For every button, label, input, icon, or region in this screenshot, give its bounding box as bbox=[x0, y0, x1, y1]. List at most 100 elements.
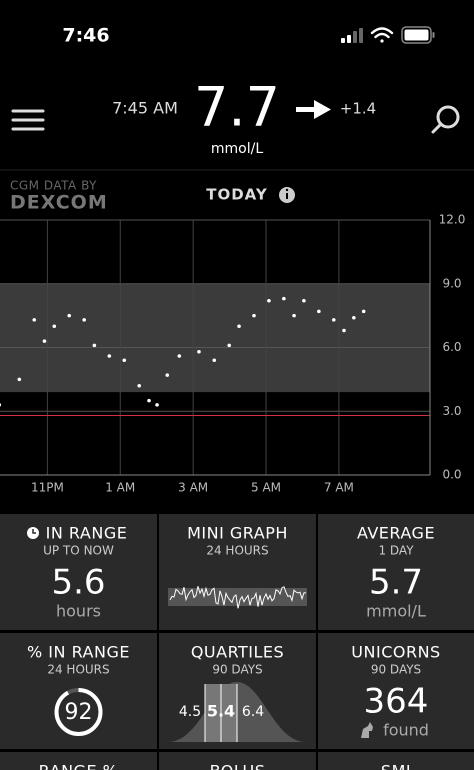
tile-unit: hours bbox=[56, 602, 101, 621]
ring-progress bbox=[54, 688, 103, 736]
glucose-unit: mmol/L bbox=[211, 141, 263, 157]
signal-icon bbox=[341, 28, 363, 43]
tile-value: 5.7 bbox=[369, 563, 423, 603]
tile-background bbox=[318, 633, 474, 749]
tile[interactable]: SMI bbox=[318, 752, 474, 770]
q1-label: 4.5 bbox=[179, 704, 201, 720]
reading-dot bbox=[52, 324, 57, 329]
reading-dot bbox=[352, 315, 356, 320]
tile-subtitle: 1 DAY bbox=[378, 544, 414, 558]
reading-dot bbox=[82, 318, 86, 322]
tile-subtitle: 90 DAYS bbox=[212, 663, 262, 677]
y-tick-label: 9.0 bbox=[442, 276, 461, 290]
tile-background bbox=[0, 752, 157, 770]
reading-dot bbox=[292, 313, 296, 318]
tile-title: MINI GRAPH bbox=[187, 524, 288, 543]
tile-title: AVERAGE bbox=[357, 524, 435, 543]
reading-dot bbox=[92, 343, 97, 348]
reading-dot bbox=[122, 358, 127, 363]
tile-value: 364 bbox=[364, 682, 429, 722]
x-tick-label: 3 AM bbox=[178, 481, 208, 495]
chart-title: TODAY bbox=[206, 186, 268, 204]
tile-title: BOLUS bbox=[210, 762, 266, 770]
reading-dot bbox=[32, 318, 37, 322]
tile-subtitle: 90 DAYS bbox=[371, 663, 421, 677]
tile-background bbox=[318, 752, 474, 770]
reading-dot bbox=[331, 318, 336, 322]
x-tick-label: 5 AM bbox=[251, 481, 281, 495]
trend-arrow bbox=[296, 100, 331, 119]
delta: +1.4 bbox=[340, 100, 376, 118]
y-tick-label: 12.0 bbox=[439, 213, 466, 227]
reading-dot bbox=[155, 403, 159, 407]
battery-icon bbox=[401, 26, 435, 44]
clock-hands bbox=[32, 529, 36, 534]
reading-dot bbox=[252, 313, 256, 318]
tile-title: IN RANGE bbox=[46, 524, 128, 543]
glucose-value: 7.7 bbox=[194, 76, 280, 139]
tile-background bbox=[0, 514, 157, 630]
tile-title: RANGE % bbox=[39, 762, 119, 770]
reading-dot bbox=[317, 309, 321, 314]
target-band bbox=[0, 283, 430, 393]
tile-background bbox=[159, 514, 316, 630]
menu-button[interactable] bbox=[11, 109, 45, 131]
reading-dot bbox=[165, 373, 170, 377]
reading-dot bbox=[227, 343, 232, 348]
tile-unit: mmol/L bbox=[366, 602, 426, 621]
reading-dot bbox=[212, 358, 217, 363]
plot: 0.0 3.0 6.0 9.0 12.0 11PM 1 AM 3 AM 5 AM 7 AM bbox=[0, 213, 465, 495]
reading-dot bbox=[17, 377, 22, 382]
reading-dot bbox=[67, 313, 72, 318]
x-tick-label: 7 AM bbox=[324, 481, 354, 495]
unicorn-icon bbox=[361, 722, 373, 738]
info-icon[interactable] bbox=[279, 187, 295, 203]
reading-dot bbox=[267, 298, 271, 303]
tile-title: % IN RANGE bbox=[27, 643, 130, 662]
tile-subtitle: UP TO NOW bbox=[43, 544, 114, 558]
tile[interactable]: BOLUS bbox=[159, 752, 316, 770]
source-brand: DEXCOM bbox=[10, 192, 108, 214]
tile[interactable]: RANGE % bbox=[0, 752, 157, 770]
tile-background bbox=[318, 514, 474, 630]
tile-value: 5.6 bbox=[51, 563, 105, 603]
reading-dot bbox=[237, 324, 241, 329]
wifi-icon bbox=[370, 27, 394, 43]
reading-dot bbox=[177, 354, 182, 358]
reading-dot bbox=[302, 298, 306, 303]
reading-dot bbox=[197, 349, 201, 354]
clock: 7:46 bbox=[62, 25, 109, 47]
reading-dot bbox=[147, 398, 151, 403]
tile-unit: found bbox=[383, 721, 429, 740]
y-tick-label: 6.0 bbox=[442, 340, 461, 354]
reading-dot bbox=[361, 309, 366, 314]
reading-dot bbox=[42, 339, 47, 343]
reading-dot bbox=[0, 403, 2, 407]
search-button[interactable] bbox=[431, 105, 460, 134]
tile-subtitle: 24 HOURS bbox=[206, 544, 268, 558]
q3-label: 6.4 bbox=[242, 704, 264, 720]
x-tick-label: 1 AM bbox=[105, 481, 135, 495]
ring-label: 92 bbox=[65, 700, 93, 725]
x-tick-label: 11PM bbox=[31, 481, 64, 495]
y-tick-label: 0.0 bbox=[442, 468, 461, 482]
reading-dot bbox=[137, 383, 142, 388]
reading-dot bbox=[342, 328, 346, 333]
reading-dot bbox=[107, 354, 112, 358]
y-tick-label: 3.0 bbox=[442, 404, 461, 418]
tile-title: QUARTILES bbox=[191, 643, 284, 662]
reading-dot bbox=[282, 296, 286, 301]
tile-title: UNICORNS bbox=[351, 643, 440, 662]
source-label: CGM DATA BY bbox=[10, 179, 97, 193]
tile-title: SMI bbox=[381, 762, 411, 770]
tile-background bbox=[159, 752, 316, 770]
tile-subtitle: 24 HOURS bbox=[47, 663, 109, 677]
